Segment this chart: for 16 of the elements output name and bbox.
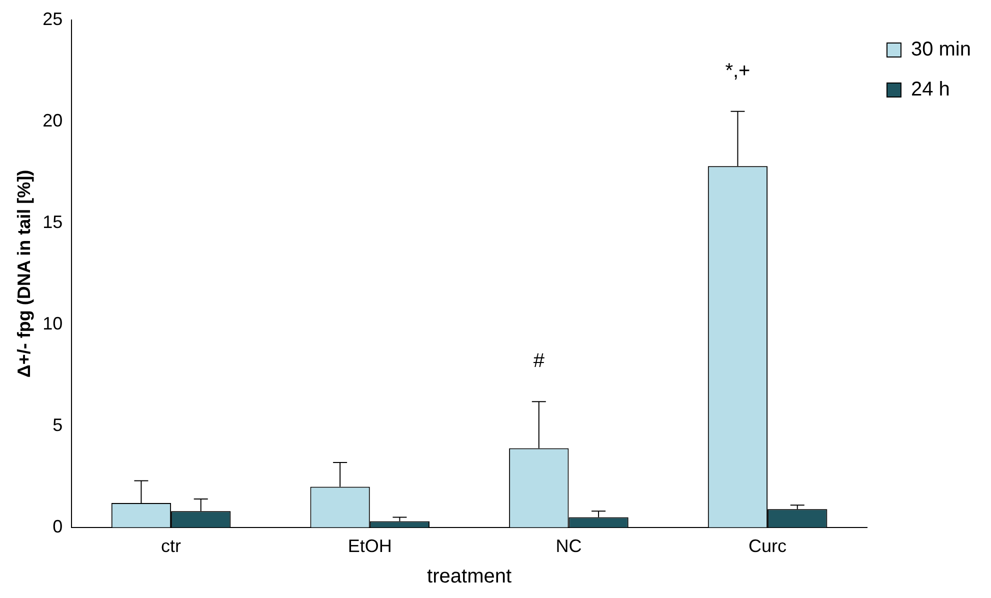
x-tick-label: ctr: [161, 536, 182, 556]
annotation: #: [533, 350, 546, 372]
legend-label: 30 min: [910, 38, 971, 61]
y-tick-label: 20: [42, 110, 63, 130]
x-tick-label: Curc: [748, 536, 787, 556]
x-axis-title: treatment: [427, 566, 512, 588]
x-tick-label: NC: [556, 536, 582, 556]
y-tick-label: 25: [42, 8, 63, 29]
y-axis-title: Δ+/- fpg (DNA in tail [%]): [14, 170, 34, 378]
annotation: *,+: [725, 60, 750, 82]
y-tick-label: 0: [52, 516, 63, 536]
y-tick-label: 15: [42, 212, 63, 232]
x-tick-label: EtOH: [348, 536, 392, 556]
y-tick-label: 10: [42, 313, 63, 334]
y-tick-label: 5: [52, 414, 63, 435]
legend-label: 24 h: [910, 78, 950, 101]
